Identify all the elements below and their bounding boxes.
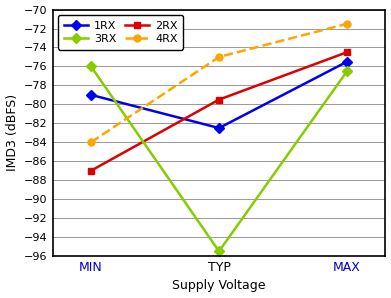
- 3RX: [345, 69, 350, 73]
- 3RX: [217, 249, 221, 253]
- X-axis label: Supply Voltage: Supply Voltage: [172, 280, 266, 292]
- 4RX: [89, 140, 93, 144]
- 1RX: [89, 93, 93, 97]
- 4RX: [217, 55, 221, 59]
- 1RX: [217, 126, 221, 130]
- Y-axis label: IMD3 (dBFS): IMD3 (dBFS): [5, 94, 18, 171]
- 2RX: [217, 98, 221, 101]
- 4RX: [345, 22, 350, 26]
- 2RX: [345, 50, 350, 54]
- 1RX: [345, 60, 350, 63]
- Line: 3RX: 3RX: [88, 63, 350, 255]
- Line: 4RX: 4RX: [88, 20, 350, 146]
- 2RX: [89, 169, 93, 173]
- Line: 2RX: 2RX: [88, 49, 350, 174]
- 3RX: [89, 65, 93, 68]
- Legend: 1RX, 3RX, 2RX, 4RX: 1RX, 3RX, 2RX, 4RX: [58, 15, 183, 49]
- Line: 1RX: 1RX: [88, 58, 350, 131]
